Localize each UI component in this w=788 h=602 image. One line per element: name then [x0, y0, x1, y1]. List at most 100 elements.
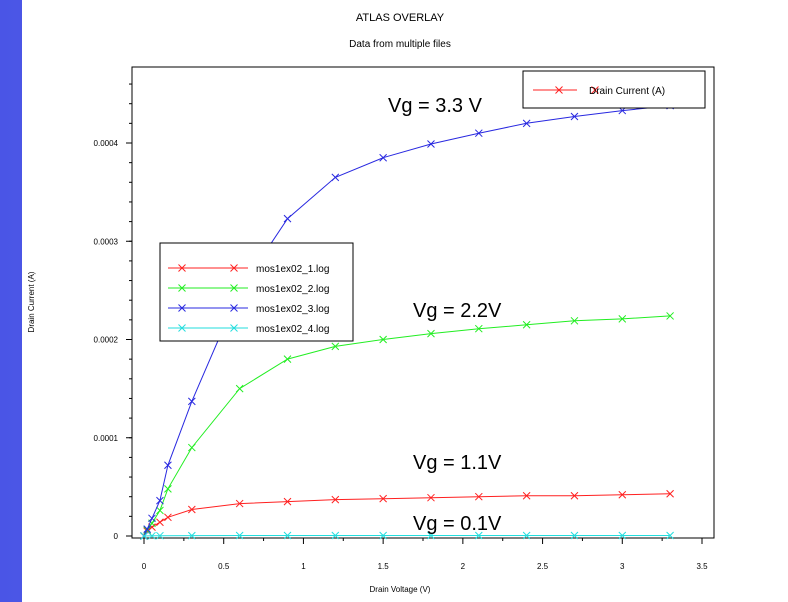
- data-point: [522, 320, 531, 329]
- data-point: [379, 531, 387, 540]
- data-point: [140, 532, 148, 540]
- legend-entry: mos1ex02_4.log: [168, 324, 329, 335]
- series-mos1ex02_2.log: [140, 312, 674, 540]
- legend-marker: [178, 284, 186, 292]
- data-point: [283, 497, 292, 506]
- legend2-marker: [591, 86, 599, 94]
- data-point: [427, 531, 435, 540]
- data-point: [666, 312, 674, 320]
- data-point: [570, 491, 579, 500]
- data-point: [235, 384, 244, 393]
- chart-subtitle: Data from multiple files: [349, 39, 451, 50]
- data-point: [143, 525, 152, 533]
- legend-label: mos1ex02_2.log: [256, 284, 329, 295]
- data-point: [283, 214, 292, 223]
- legend2-label: Drain Current (A): [589, 86, 665, 97]
- data-point: [331, 495, 340, 504]
- data-point: [235, 531, 244, 540]
- series-mos1ex02_3.log: [140, 101, 674, 540]
- y-tick-label: 0: [114, 532, 119, 541]
- data-point: [522, 491, 531, 500]
- data-point: [187, 505, 196, 514]
- legend-label: mos1ex02_4.log: [256, 324, 329, 335]
- series-mos1ex02_1.log: [140, 489, 674, 540]
- annotation-vg-0-1: Vg = 0.1V: [413, 513, 502, 535]
- data-point: [618, 315, 627, 323]
- data-point: [474, 531, 483, 540]
- x-tick-label: 1: [301, 562, 306, 571]
- series-mos1ex02_4.log: [140, 531, 674, 540]
- x-tick-label: 1.5: [378, 562, 390, 571]
- data-point: [148, 531, 156, 540]
- chart-title: ATLAS OVERLAY: [356, 12, 445, 24]
- y-tick-label: 0.0004: [94, 139, 119, 148]
- y-axis-label: Drain Current (A): [27, 271, 36, 332]
- data-point: [570, 531, 579, 540]
- legend-entry: mos1ex02_3.log: [168, 304, 329, 315]
- y-tick-label: 0.0003: [94, 237, 119, 246]
- series-group: [140, 101, 674, 540]
- legend-marker: [178, 324, 186, 332]
- y-tick-label: 0.0002: [94, 336, 119, 345]
- data-point: [283, 355, 292, 364]
- data-point: [379, 153, 387, 162]
- data-point: [187, 531, 196, 540]
- data-point: [522, 119, 531, 128]
- data-point: [156, 518, 164, 527]
- data-point: [164, 484, 172, 493]
- data-point: [427, 329, 435, 338]
- series-line: [143, 315, 671, 537]
- legend-drain-current: Drain Current (A): [522, 70, 706, 109]
- data-point: [187, 397, 196, 406]
- data-point: [283, 531, 292, 540]
- data-point: [148, 514, 156, 523]
- legend-marker: [230, 284, 238, 292]
- axes: 0 0.5 1 1.5 2 2.5 3 3.5 0 0.0001 0.0002 0.0003 0.000…: [94, 83, 708, 571]
- data-point: [235, 499, 244, 508]
- data-point: [427, 493, 435, 502]
- x-tick-label: 0: [142, 562, 147, 571]
- data-point: [570, 316, 579, 325]
- data-point: [474, 129, 483, 138]
- data-point: [474, 324, 483, 333]
- data-point: [427, 140, 435, 148]
- data-point: [570, 112, 579, 121]
- legend-box: [159, 242, 354, 342]
- legend-entry: mos1ex02_2.log: [168, 284, 329, 295]
- data-point: [331, 342, 340, 351]
- data-point: [618, 490, 627, 499]
- data-point: [379, 494, 387, 503]
- data-point: [618, 531, 627, 540]
- legend-entry: mos1ex02_1.log: [168, 264, 329, 275]
- annotation-vg-1-1: Vg = 1.1V: [413, 452, 502, 474]
- iv-characteristics-chart: ATLAS OVERLAY Data from multiple files 0…: [27, 12, 715, 594]
- data-point: [164, 461, 172, 470]
- series-line: [143, 493, 671, 537]
- legend-marker: [230, 324, 238, 332]
- x-tick-label: 3: [620, 562, 625, 571]
- data-point: [666, 489, 674, 498]
- annotation-vg-2-2: Vg = 2.2V: [413, 300, 502, 322]
- series-line: [143, 535, 671, 537]
- x-tick-label: 3.5: [696, 562, 708, 571]
- data-point: [522, 531, 531, 540]
- legend-marker: [230, 264, 238, 272]
- legend: mos1ex02_1.log mos1ex02_2.log mos1ex02_3.l…: [159, 242, 354, 342]
- data-point: [164, 513, 172, 522]
- data-point: [474, 492, 483, 501]
- data-point: [156, 496, 164, 505]
- data-point: [331, 531, 340, 540]
- series-line: [143, 105, 671, 537]
- legend-marker: [230, 304, 238, 312]
- data-point: [379, 335, 387, 344]
- legend-marker: [178, 264, 186, 272]
- data-point: [187, 443, 196, 452]
- legend-marker: [178, 304, 186, 312]
- data-point: [666, 531, 674, 540]
- legend2-marker: [555, 86, 563, 94]
- chart-panel: ATLAS OVERLAY Data from multiple files 0…: [22, 0, 788, 602]
- x-axis-label: Drain Voltage (V): [370, 585, 431, 594]
- data-point: [331, 173, 340, 182]
- y-tick-label: 0.0001: [94, 434, 119, 443]
- x-tick-label: 0.5: [218, 562, 230, 571]
